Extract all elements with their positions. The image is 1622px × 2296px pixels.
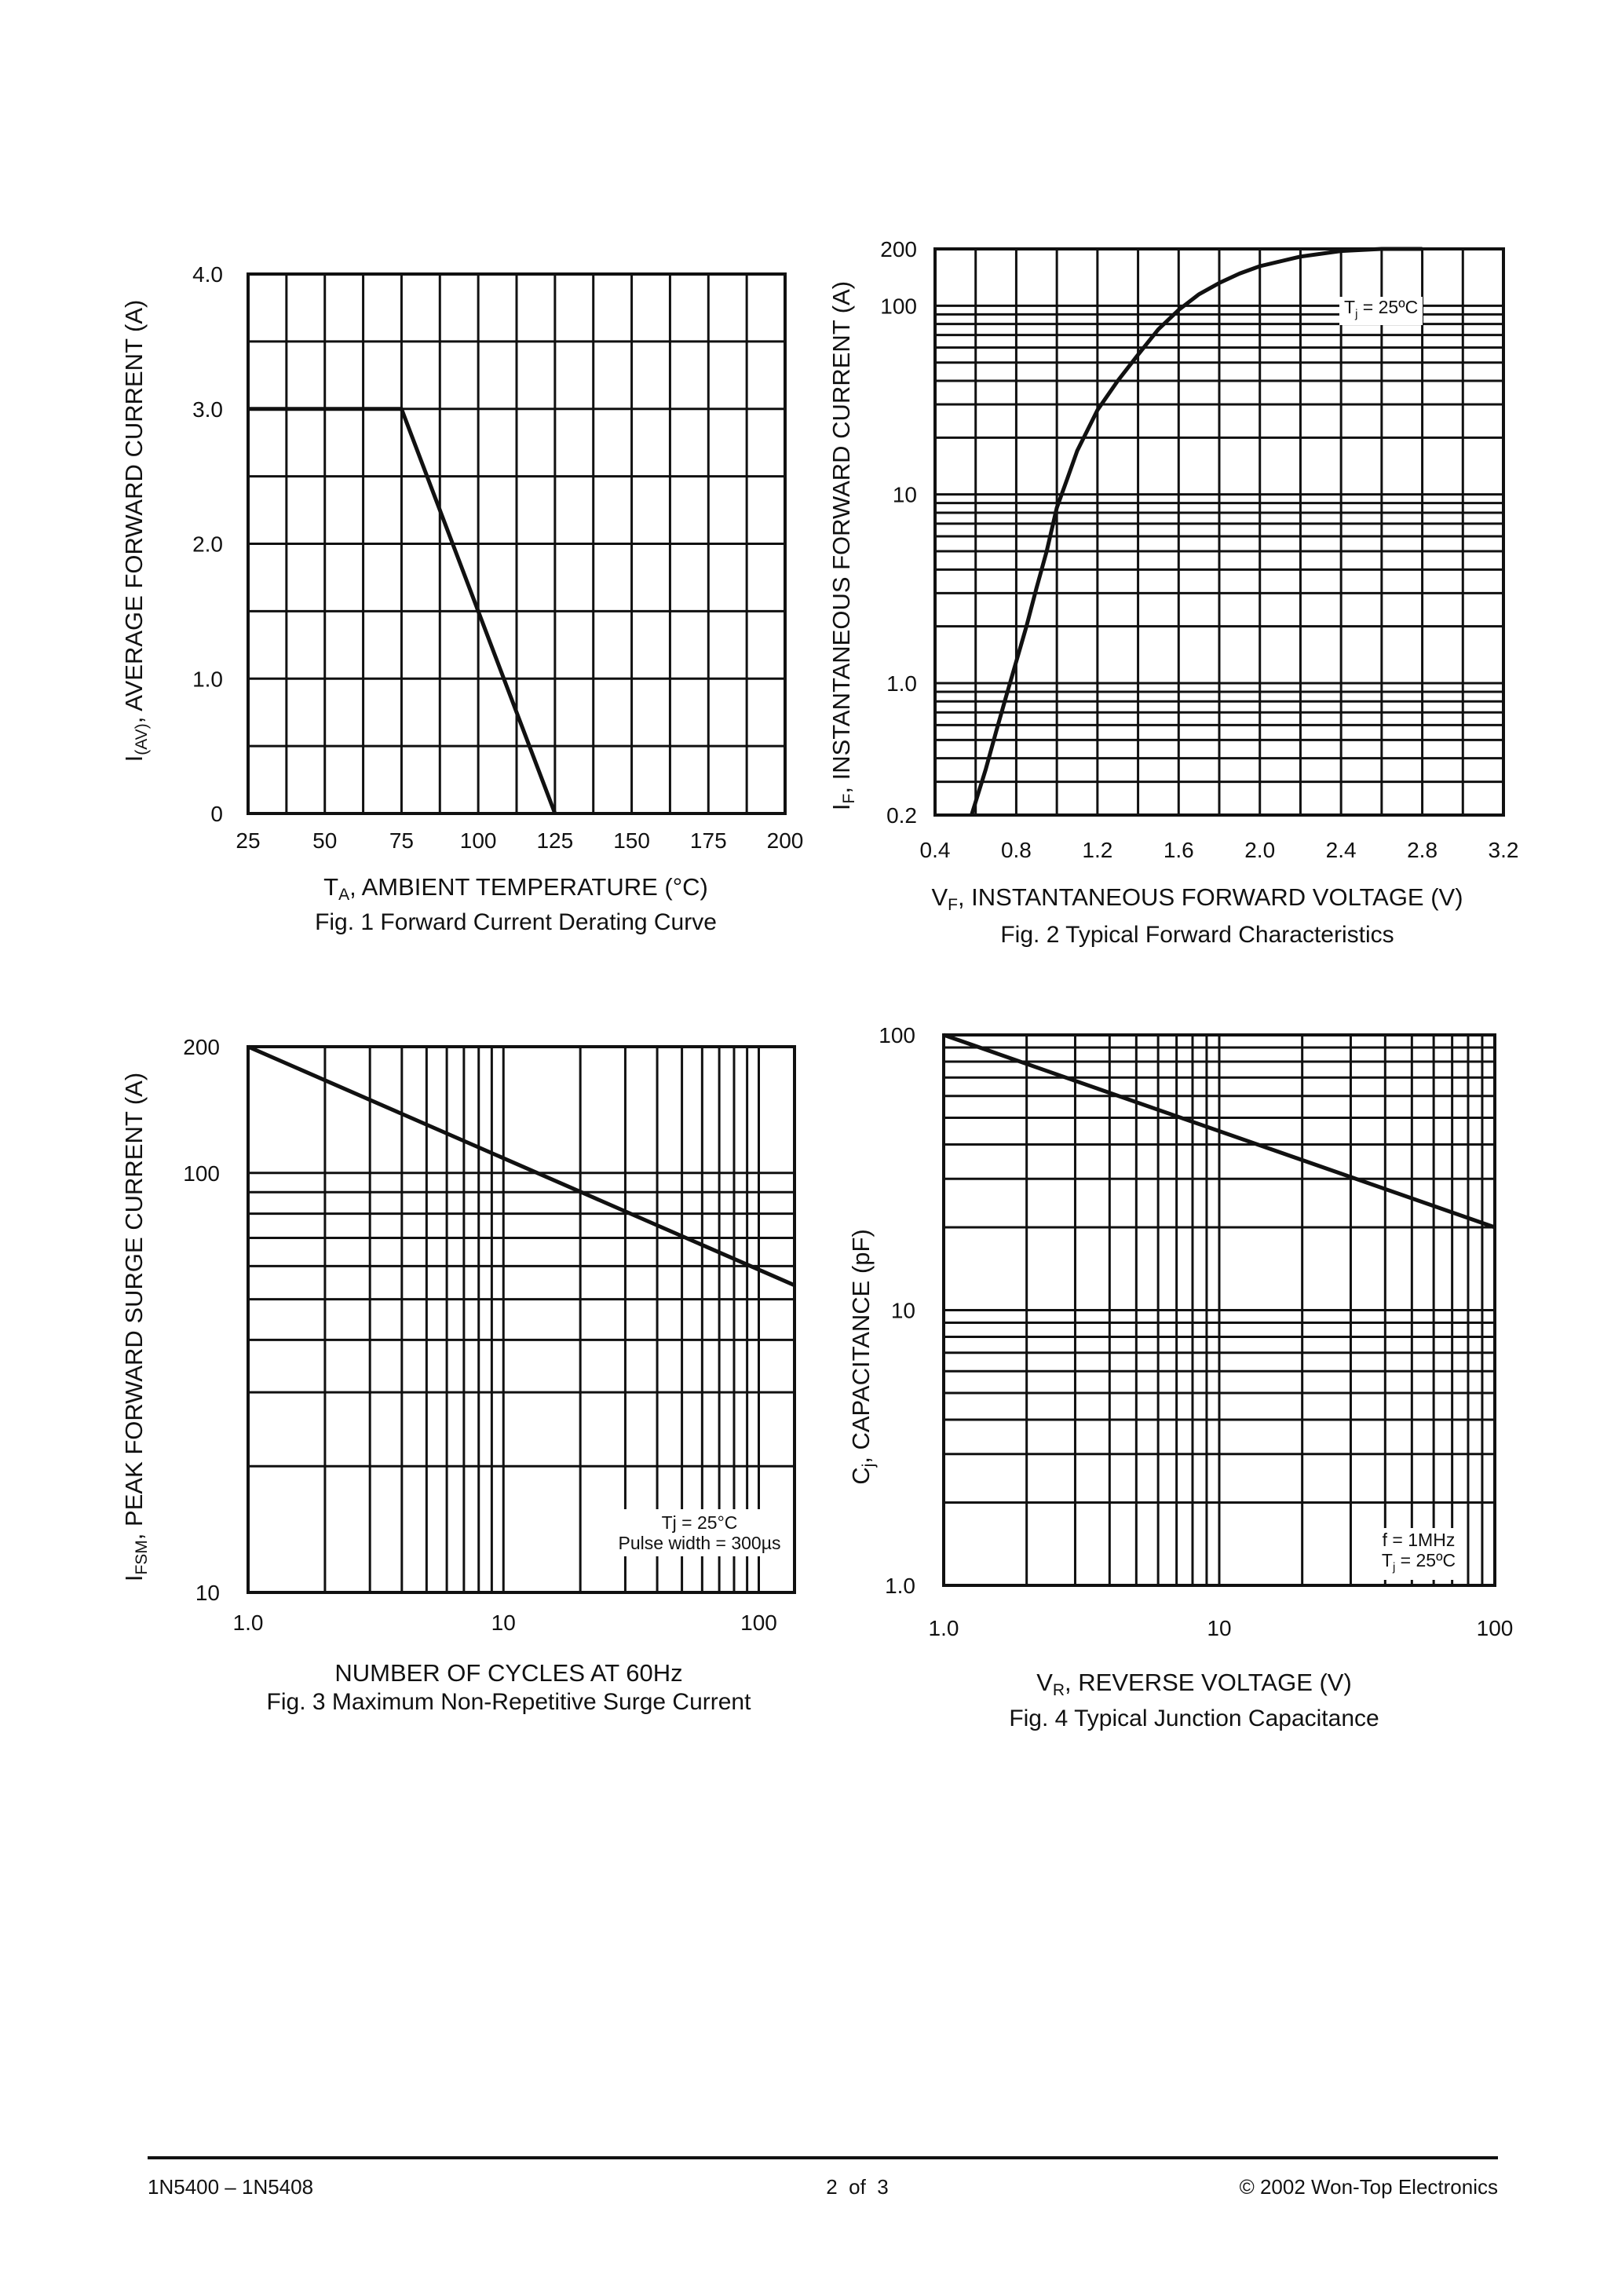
fig2-x-tick-label: 2.4	[1326, 838, 1357, 862]
fig3-series-line	[247, 1044, 796, 1288]
fig2-x-axis-label: VF, INSTANTANEOUS FORWARD VOLTAGE (V)	[931, 883, 1463, 914]
fig3-y-axis-label: IFSM, PEAK FORWARD SURGE CURRENT (A)	[120, 1072, 151, 1582]
fig1-x-tick-label: 175	[690, 828, 727, 853]
fig1-y-tick-label: 2.0	[192, 532, 223, 557]
fig4-y-tick-label: 100	[879, 1023, 915, 1047]
footer-copyright: © 2002 Won-Top Electronics	[1239, 2175, 1498, 2199]
fig2-x-tick-label: 2.0	[1244, 838, 1275, 862]
fig1-x-tick-label: 125	[536, 828, 573, 853]
fig1-caption: Fig. 1 Forward Current Derating Curve	[315, 909, 717, 935]
fig1-series-line	[248, 407, 557, 814]
fig1-y-tick-label: 0	[210, 802, 223, 826]
fig4-plot-frame	[942, 1033, 1496, 1587]
fig4-annotation-line2: Tj = 25ºC	[1381, 1550, 1456, 1574]
fig1-x-tick-label: 50	[312, 828, 337, 853]
fig2-x-tick-label: 2.8	[1407, 838, 1438, 862]
fig2-y-tick-label: 100	[880, 294, 917, 318]
fig1-x-tick-label: 25	[236, 828, 260, 853]
fig2-series-line	[970, 247, 1423, 816]
footer-page-number: 2 of 3	[826, 2175, 889, 2199]
fig4-y-tick-label: 10	[891, 1299, 915, 1323]
fig2-y-axis-label: IF, INSTANTANEOUS FORWARD CURRENT (A)	[827, 280, 858, 811]
footer-part-number: 1N5400 – 1N5408	[148, 2175, 314, 2199]
fig1-x-tick-label: 200	[767, 828, 804, 853]
fig1-x-axis-label: TA, AMBIENT TEMPERATURE (°C)	[323, 873, 708, 904]
fig3-y-tick-label: 200	[183, 1035, 220, 1059]
fig4-caption: Fig. 4 Typical Junction Capacitance	[1009, 1706, 1379, 1731]
fig4-series-line	[943, 1033, 1496, 1230]
fig4-y-tick-label: 1.0	[885, 1574, 915, 1598]
fig4-annotation: f = 1MHz Tj = 25ºC	[1371, 1528, 1467, 1580]
fig1-x-tick-label: 75	[389, 828, 414, 853]
fig2-x-tick-label: 3.2	[1489, 838, 1519, 862]
fig2-y-tick-label: 200	[880, 237, 917, 261]
fig4-x-tick-label: 10	[1207, 1616, 1231, 1640]
fig2-y-tick-label: 1.0	[886, 671, 917, 696]
fig2-annotation: Tj = 25ºC	[1339, 297, 1423, 325]
fig4-annotation-line1: f = 1MHz	[1382, 1530, 1456, 1550]
fig4-x-axis-label: VR, REVERSE VOLTAGE (V)	[1036, 1669, 1352, 1699]
fig1-plot-frame	[247, 272, 787, 815]
fig3-y-tick-label: 100	[183, 1161, 220, 1186]
fig1-y-tick-label: 4.0	[192, 262, 223, 287]
fig3-x-tick-label: 1.0	[233, 1610, 264, 1635]
fig2-caption: Fig. 2 Typical Forward Characteristics	[1000, 922, 1394, 948]
fig4-y-axis-label: Cj, CAPACITANCE (pF)	[847, 1229, 878, 1485]
fig3-x-tick-label: 100	[740, 1610, 777, 1635]
fig2-x-tick-label: 0.4	[920, 838, 951, 862]
fig3-plot-frame	[247, 1045, 796, 1594]
fig3-y-tick-label: 10	[195, 1581, 220, 1605]
fig1-x-tick-label: 150	[613, 828, 650, 853]
fig3-annotation: Tj = 25°C Pulse width = 300µs	[611, 1509, 788, 1556]
fig2-plot-frame	[933, 247, 1505, 817]
fig2-x-tick-label: 0.8	[1001, 838, 1032, 862]
fig1-y-tick-label: 3.0	[192, 397, 223, 422]
fig4-x-tick-label: 1.0	[929, 1616, 959, 1640]
fig2-y-tick-label: 0.2	[886, 803, 917, 828]
fig3-x-axis-label: NUMBER OF CYCLES AT 60Hz	[334, 1659, 683, 1687]
fig1-y-tick-label: 1.0	[192, 667, 223, 691]
fig4-x-tick-label: 100	[1477, 1616, 1514, 1640]
fig3-annotation-line2: Pulse width = 300µs	[618, 1533, 781, 1553]
footer-divider	[148, 2156, 1498, 2159]
fig2-y-tick-label: 10	[893, 483, 917, 507]
fig2-x-tick-label: 1.6	[1164, 838, 1194, 862]
fig1-y-axis-label: I(AV), AVERAGE FORWARD CURRENT (A)	[120, 299, 151, 762]
fig1-x-tick-label: 100	[460, 828, 497, 853]
fig2-x-tick-label: 1.2	[1082, 838, 1112, 862]
fig3-annotation-line1: Tj = 25°C	[661, 1512, 738, 1533]
fig3-caption: Fig. 3 Maximum Non-Repetitive Surge Curr…	[266, 1689, 751, 1715]
fig3-x-tick-label: 10	[491, 1610, 516, 1635]
